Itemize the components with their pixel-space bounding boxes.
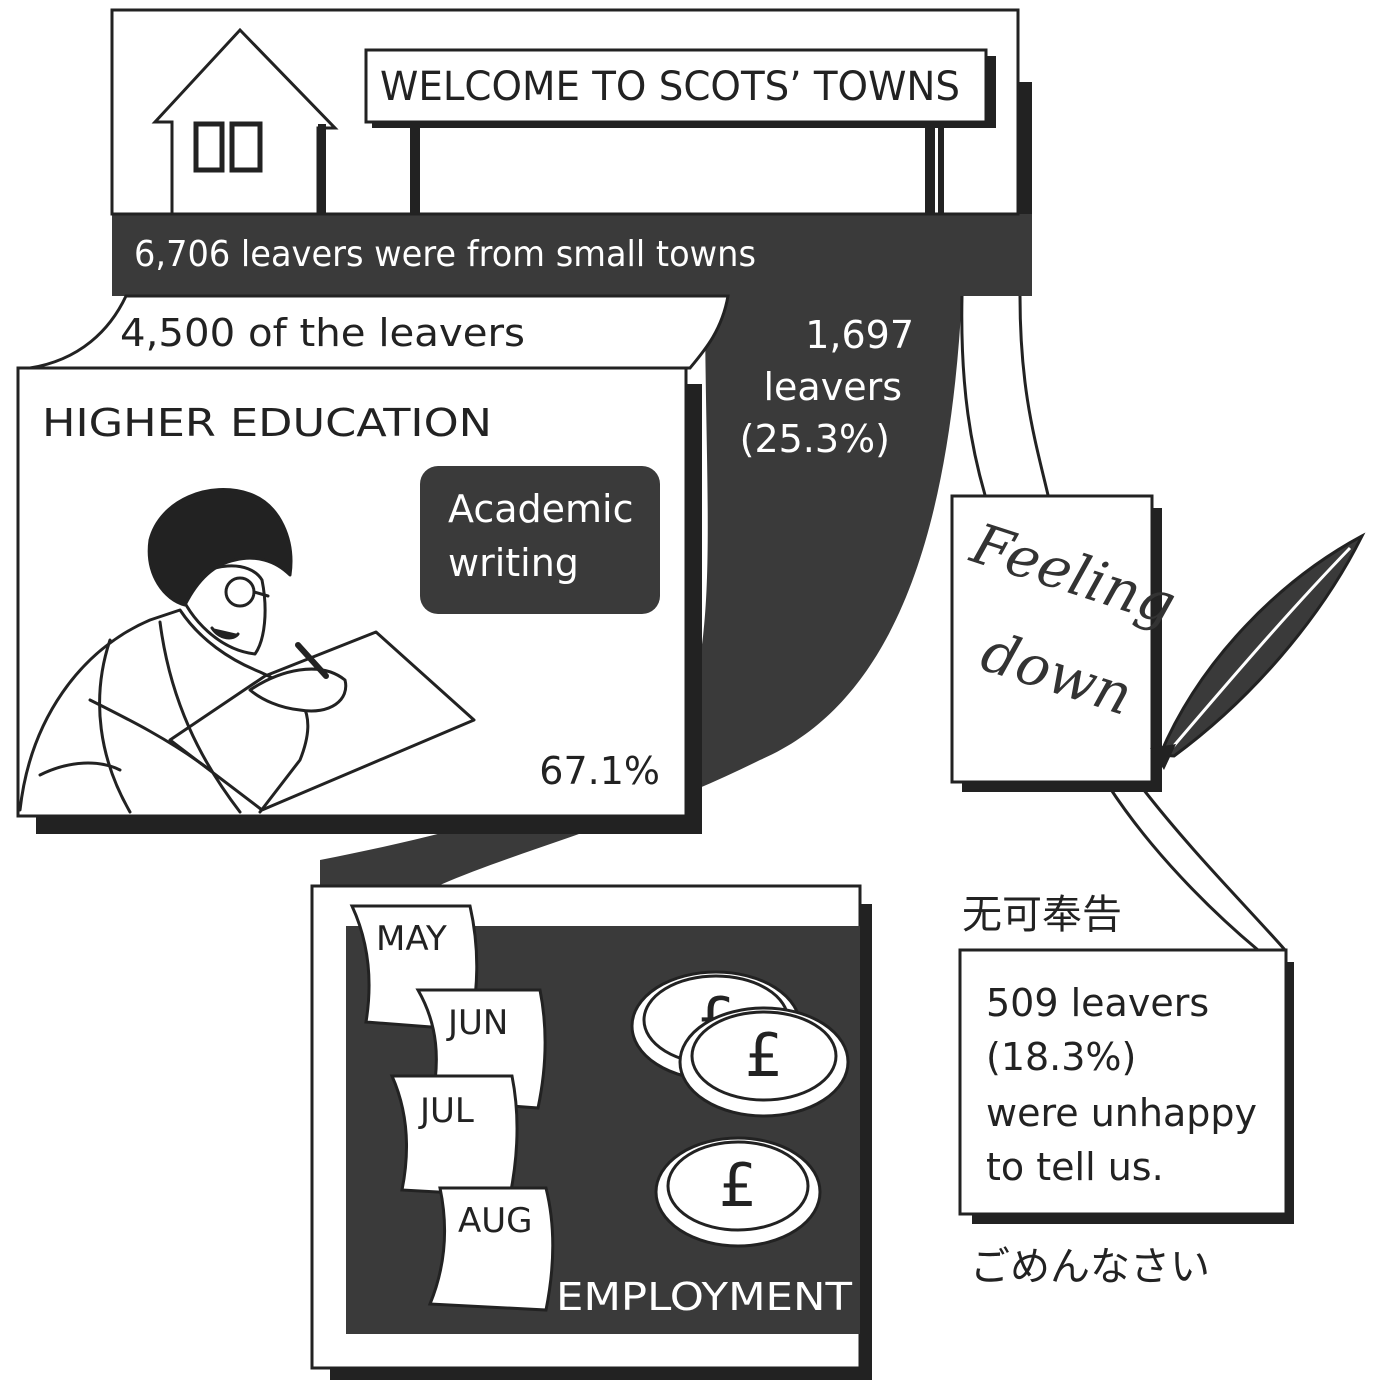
- apology-text: ごめんなさい: [970, 1244, 1210, 1290]
- student-writing-icon: [18, 488, 476, 814]
- house-icon: [151, 27, 339, 216]
- employment-count-line3: (25.3%): [740, 417, 890, 461]
- box-line1: 509 leavers: [986, 981, 1209, 1025]
- calendar-page-icon: [427, 1186, 555, 1312]
- box-line3: were unhappy: [986, 1091, 1257, 1135]
- employment-count-line1: 1,697: [805, 313, 914, 357]
- box-line2: (18.3%): [986, 1035, 1136, 1079]
- svg-text:£: £: [745, 1021, 783, 1091]
- box-line4: to tell us.: [986, 1145, 1164, 1189]
- higher-education-tab: 4,500 of the leavers: [29, 294, 730, 370]
- employment-count-label: 1,697 leavers (25.3%): [740, 313, 914, 461]
- month-jun: JUN: [446, 1003, 508, 1043]
- month-may: MAY: [376, 919, 447, 959]
- month-jul: JUL: [418, 1091, 474, 1131]
- unknown-flow-lines: [960, 295, 1287, 952]
- welcome-sign-text: WELCOME TO SCOTS’ TOWNS: [380, 64, 960, 110]
- academic-writing-badge: Academic writing: [420, 466, 660, 614]
- higher-education-title: HIGHER EDUCATION: [42, 401, 492, 445]
- pound-coin-icon: £: [678, 1006, 850, 1118]
- calendar-pages: MAY JUN JUL AUG: [349, 904, 555, 1312]
- employment-panel: MAY JUN JUL AUG £ £ £: [310, 884, 872, 1380]
- unhappy-leavers-box: 509 leavers (18.3%) were unhappy to tell…: [958, 948, 1294, 1224]
- coins: £ £ £: [630, 970, 850, 1248]
- pound-coin-icon: £: [654, 1136, 822, 1248]
- quill-pen-icon: [1150, 532, 1366, 770]
- month-aug: AUG: [458, 1201, 533, 1241]
- town-scene: WELCOME TO SCOTS’ TOWNS: [110, 8, 1032, 216]
- higher-education-count: 4,500 of the leavers: [120, 311, 525, 355]
- employment-count-line2: leavers: [763, 365, 902, 409]
- svg-text:£: £: [719, 1151, 757, 1221]
- employment-title: EMPLOYMENT: [556, 1275, 853, 1319]
- feeling-down-note: Feeling down: [950, 494, 1183, 792]
- higher-education-panel: HIGHER EDUCATION Academic writing: [16, 366, 702, 834]
- higher-education-percent: 67.1%: [539, 749, 660, 793]
- badge-line2: writing: [448, 541, 579, 585]
- badge-line1: Academic: [448, 487, 633, 531]
- flow-band: [112, 212, 1032, 885]
- total-leavers-label: 6,706 leavers were from small towns: [134, 234, 756, 275]
- cjk-caption: 无可奉告: [962, 892, 1122, 938]
